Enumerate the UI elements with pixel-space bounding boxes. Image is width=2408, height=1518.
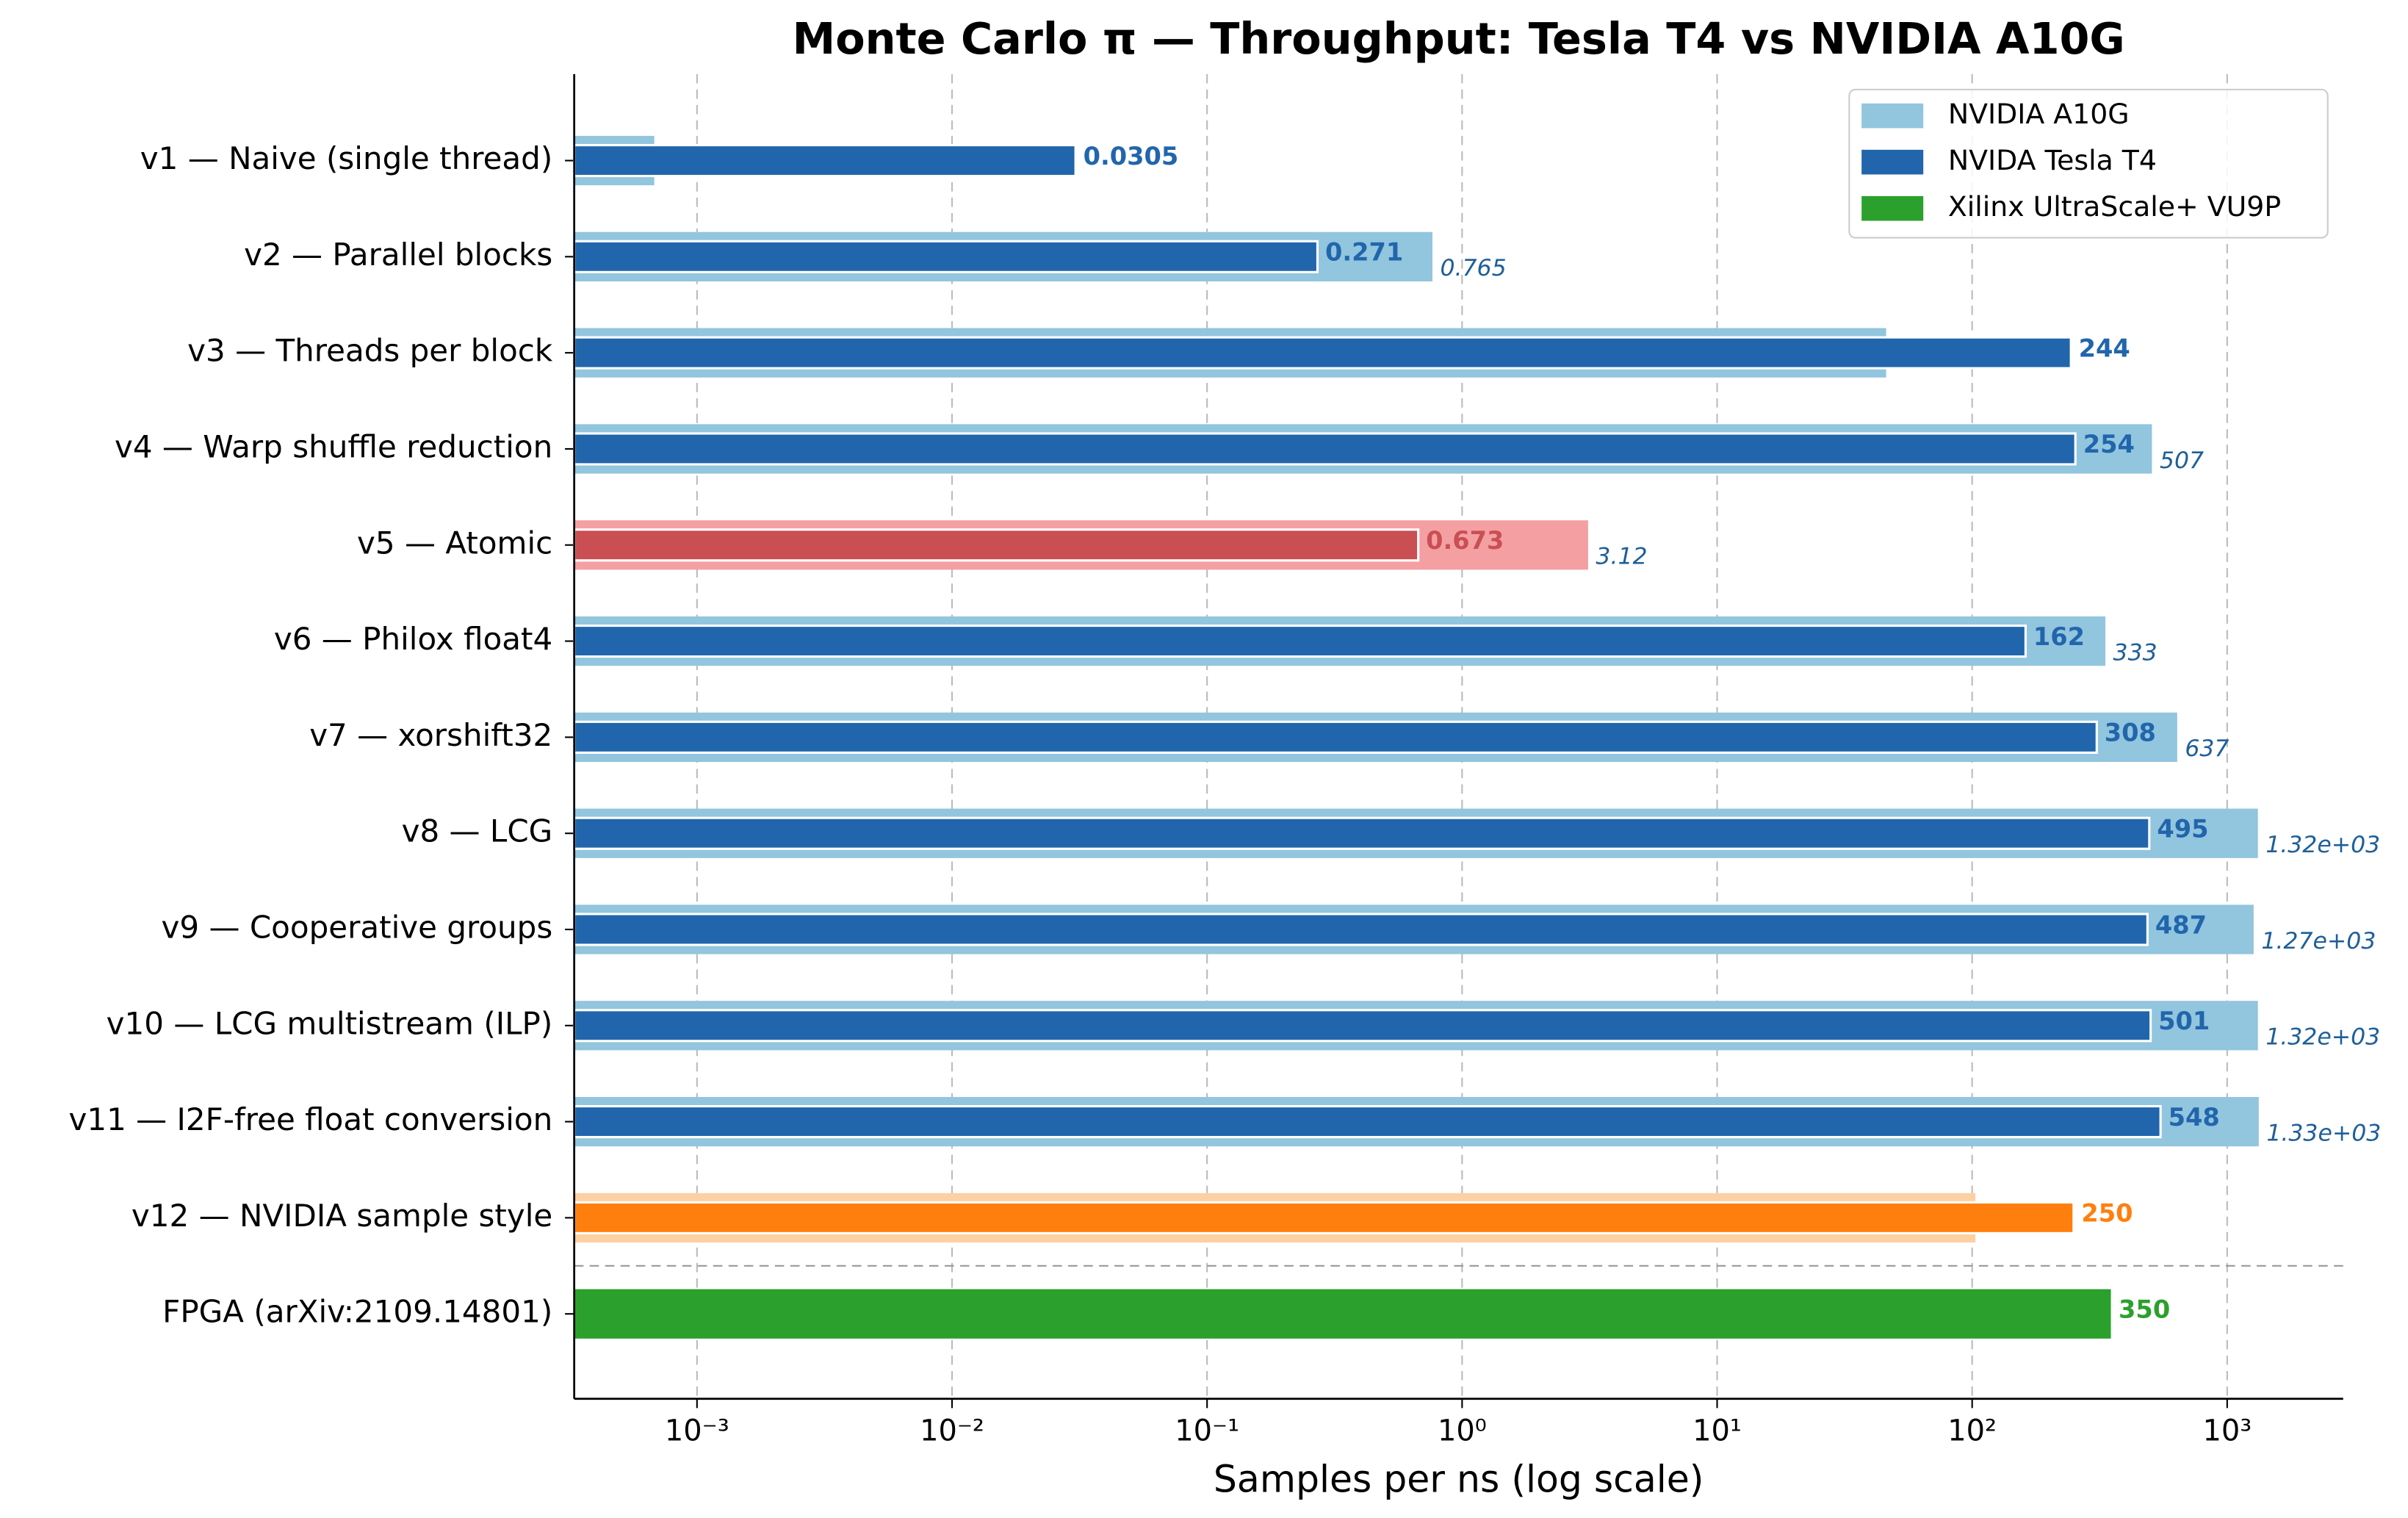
value-label: 507: [2160, 447, 2204, 474]
bar: [573, 528, 1420, 562]
bar: [573, 913, 2149, 946]
bar: [573, 432, 2077, 466]
bar: [573, 240, 1319, 273]
y-tick-label: v4 — Warp shuffle reduction: [115, 428, 552, 464]
value-label: 1.33e+03: [2266, 1120, 2381, 1146]
bar: [573, 816, 2151, 850]
bar: [573, 1201, 2075, 1234]
value-label: 0.0305: [1084, 142, 1179, 170]
bar: [573, 720, 2098, 754]
value-label: 350: [2119, 1295, 2170, 1323]
y-tick-label: v6 — Philox float4: [274, 621, 552, 657]
value-label: 1.32e+03: [2265, 832, 2380, 858]
legend-swatch: [1861, 149, 1924, 175]
y-tick-label: v7 — xorshift32: [309, 717, 552, 753]
y-tick-label: v9 — Cooperative groups: [162, 909, 553, 945]
x-tick-label: 10¹: [1693, 1414, 1742, 1447]
x-tick-label: 10³: [2202, 1414, 2252, 1447]
value-label: 250: [2081, 1199, 2133, 1228]
y-tick-label: v2 — Parallel blocks: [244, 237, 552, 273]
value-label: 0.673: [1426, 526, 1504, 555]
value-label: 495: [2157, 814, 2208, 843]
chart-title: Monte Carlo π — Throughput: Tesla T4 vs …: [793, 13, 2125, 64]
x-axis-label: Samples per ns (log scale): [1214, 1458, 1704, 1501]
y-tick-label: v3 — Threads per block: [187, 333, 553, 369]
x-tick-label: 10⁰: [1438, 1414, 1487, 1447]
value-label: 637: [2185, 735, 2229, 762]
x-tick-label: 10⁻¹: [1175, 1414, 1239, 1447]
value-label: 333: [2113, 639, 2158, 666]
x-tick-label: 10²: [1947, 1414, 1997, 1447]
value-label: 254: [2083, 430, 2135, 458]
bar: [573, 143, 1077, 178]
value-label: 162: [2033, 622, 2085, 651]
value-label: 0.765: [1440, 255, 1506, 281]
value-label: 244: [2079, 334, 2130, 362]
bar: [573, 1009, 2152, 1043]
y-tick-label: v12 — NVIDIA sample style: [131, 1198, 552, 1234]
value-label: 1.27e+03: [2261, 928, 2376, 954]
legend-label: Xilinx UltraScale+ VU9P: [1948, 190, 2281, 223]
value-label: 487: [2155, 910, 2207, 939]
y-tick-label: v10 — LCG multistream (ILP): [107, 1005, 553, 1041]
legend-swatch: [1861, 103, 1924, 129]
y-tick-label: v5 — Atomic: [357, 525, 552, 561]
legend-label: NVIDA Tesla T4: [1948, 144, 2157, 176]
value-label: 501: [2158, 1007, 2210, 1035]
bar: [574, 1289, 2111, 1339]
legend-swatch: [1861, 195, 1924, 221]
y-tick-label: FPGA (arXiv:2109.14801): [162, 1294, 552, 1330]
bar: [573, 1105, 2162, 1139]
bar: [573, 336, 2072, 370]
y-tick-label: v8 — LCG: [402, 813, 553, 849]
bar: [573, 624, 2027, 658]
value-label: 548: [2169, 1103, 2220, 1132]
x-tick-label: 10⁻³: [665, 1414, 729, 1447]
value-label: 1.32e+03: [2265, 1024, 2380, 1051]
value-label: 3.12: [1596, 544, 1647, 570]
y-tick-label: v1 — Naive (single thread): [140, 140, 552, 176]
legend-label: NVIDIA A10G: [1948, 98, 2130, 130]
x-tick-label: 10⁻²: [920, 1414, 984, 1447]
y-tick-label: v11 — I2F-free float conversion: [68, 1101, 552, 1137]
value-label: 0.271: [1325, 238, 1403, 267]
value-label: 308: [2105, 719, 2156, 747]
legend-box: [1848, 88, 2329, 239]
